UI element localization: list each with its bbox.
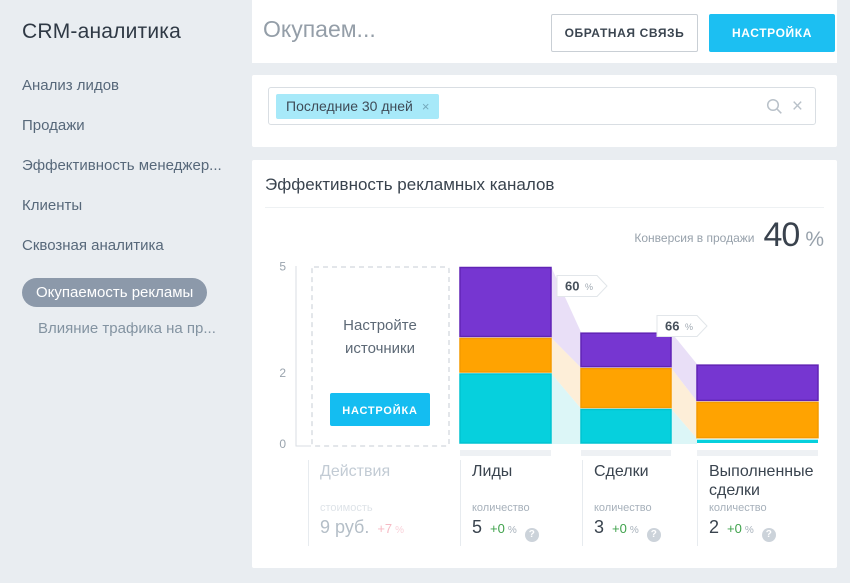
stat-delta-unit: %	[395, 525, 405, 536]
stat-value: 9 руб.	[320, 517, 370, 537]
stat-column-leads: Лиды количество 5 +0 % ?	[460, 460, 572, 546]
y-tick-label: 2	[279, 366, 286, 380]
funnel-bar-0-cyan[interactable]	[459, 373, 552, 444]
stat-delta-unit: %	[744, 525, 754, 536]
date-range-tag[interactable]: Последние 30 дней ×	[276, 94, 440, 119]
sidebar: CRM-аналитика Анализ лидов Продажи Эффек…	[0, 0, 252, 583]
stat-column-deals: Сделки количество 3 +0 % ?	[582, 460, 687, 546]
transition-unit: %	[585, 282, 593, 292]
transition-badge	[656, 315, 708, 337]
funnel-bar-1-cyan[interactable]	[580, 408, 672, 444]
stat-delta-unit: %	[507, 525, 517, 536]
y-tick-label: 0	[279, 437, 286, 451]
search-icon[interactable]	[766, 98, 783, 115]
funnel-bar-1-orange[interactable]	[580, 367, 672, 409]
funnel-bar-2-cyan[interactable]	[697, 439, 818, 443]
funnel-bar-0-orange[interactable]	[459, 337, 552, 373]
setup-sources-text-line2: источники	[345, 340, 415, 357]
stat-value: 2	[709, 517, 720, 537]
chart-settings-button[interactable]	[330, 393, 430, 426]
stat-value: 5	[472, 517, 483, 537]
report-title: Эффективность рекламных каналов	[265, 175, 555, 194]
funnel-ribbon-cyan	[551, 373, 581, 444]
stat-title: Лиды	[472, 463, 513, 480]
transition-badge	[556, 275, 608, 297]
help-icon[interactable]: ?	[761, 528, 776, 542]
setup-sources-dropzone	[311, 266, 450, 447]
filter-input[interactable]: Последние 30 дней × ×	[268, 87, 816, 125]
conversion-label: Конверсия в продажи	[634, 231, 755, 245]
funnel-bar-1-purple[interactable]	[580, 332, 672, 368]
stat-title: Сделки	[594, 463, 649, 480]
funnel-ribbon-purple	[671, 332, 697, 402]
y-tick-label: 5	[279, 260, 286, 274]
settings-button[interactable]: НАСТРОЙКА	[709, 14, 835, 52]
stat-delta-unit: %	[629, 525, 639, 536]
chart-settings-button-label: НАСТРОЙКА	[342, 404, 418, 417]
help-icon[interactable]: ?	[524, 528, 539, 542]
funnel-chart: 0 2 5 Настройте источники НАСТРОЙКА 60 % 66%	[279, 260, 819, 456]
conversion-unit: %	[805, 228, 824, 251]
tag-remove-icon[interactable]: ×	[421, 99, 430, 114]
transition-value: 66	[665, 319, 679, 334]
app-title: CRM-аналитика	[22, 20, 182, 43]
stat-delta: +0	[490, 521, 505, 536]
bar-base-strip	[697, 450, 818, 456]
sidebar-item-sales[interactable]: Продажи	[22, 117, 85, 134]
filter-card: Последние 30 дней × ×	[252, 75, 837, 147]
stat-value: 3	[594, 517, 605, 537]
bar-base-strip	[581, 450, 671, 456]
sidebar-item-lead-analysis[interactable]: Анализ лидов	[22, 77, 120, 94]
setup-sources-text-line1: Настройте	[343, 317, 417, 334]
date-range-tag-label: Последние 30 дней	[286, 98, 413, 114]
clear-filter-icon[interactable]: ×	[791, 95, 803, 117]
sidebar-item-traffic-influence[interactable]: Влияние трафика на пр...	[38, 320, 216, 337]
conversion-value: 40	[763, 216, 800, 254]
topbar: Окупаем... ОБРАТНАЯ СВЯЗЬ НАСТРОЙКА	[252, 0, 837, 63]
stat-column-completed-deals: Выполненные сделки количество 2 +0 % ?	[697, 460, 829, 546]
sidebar-item-clients[interactable]: Клиенты	[22, 197, 83, 214]
sidebar-nav: Анализ лидов Продажи Эффективность менед…	[22, 78, 252, 336]
help-icon[interactable]: ?	[646, 528, 661, 542]
funnel-bar-2-purple[interactable]	[696, 364, 819, 402]
report-card: Эффективность рекламных каналов Конверси…	[252, 160, 837, 568]
bar-base-strip	[460, 450, 551, 456]
funnel-bar-2-orange[interactable]	[696, 401, 819, 439]
stat-metric-label: стоимость	[320, 502, 373, 514]
stat-delta: +0	[612, 521, 627, 536]
sidebar-item-manager-effectiveness[interactable]: Эффективность менеджер...	[22, 157, 222, 174]
stat-column-actions: Действия стоимость 9 руб. +7 %	[308, 460, 448, 546]
funnel-bar-0-purple[interactable]	[459, 266, 552, 338]
transition-unit: %	[685, 322, 693, 332]
divider	[265, 207, 824, 208]
funnel-ribbon-cyan	[671, 408, 697, 444]
conversion-block: Конверсия в продажи 40 %	[634, 216, 824, 255]
stat-metric-label: количество	[472, 502, 530, 514]
y-axis	[295, 266, 311, 447]
funnel-ribbon-orange	[671, 367, 697, 439]
funnel-ribbon-orange	[551, 337, 581, 409]
stat-title: Выполненные сделки	[709, 463, 814, 499]
stat-delta: +7	[377, 521, 393, 536]
feedback-button[interactable]: ОБРАТНАЯ СВЯЗЬ	[551, 14, 698, 52]
stat-metric-label: количество	[594, 502, 652, 514]
stat-title: Действия	[320, 463, 391, 480]
stat-delta: +0	[727, 521, 742, 536]
page-title: Окупаем...	[263, 16, 376, 42]
sidebar-item-ad-payback-active[interactable]: Окупаемость рекламы	[22, 278, 208, 307]
stat-metric-label: количество	[709, 502, 767, 514]
transition-value: 60	[565, 279, 579, 294]
sidebar-item-end-to-end-analytics[interactable]: Сквозная аналитика	[22, 237, 164, 254]
